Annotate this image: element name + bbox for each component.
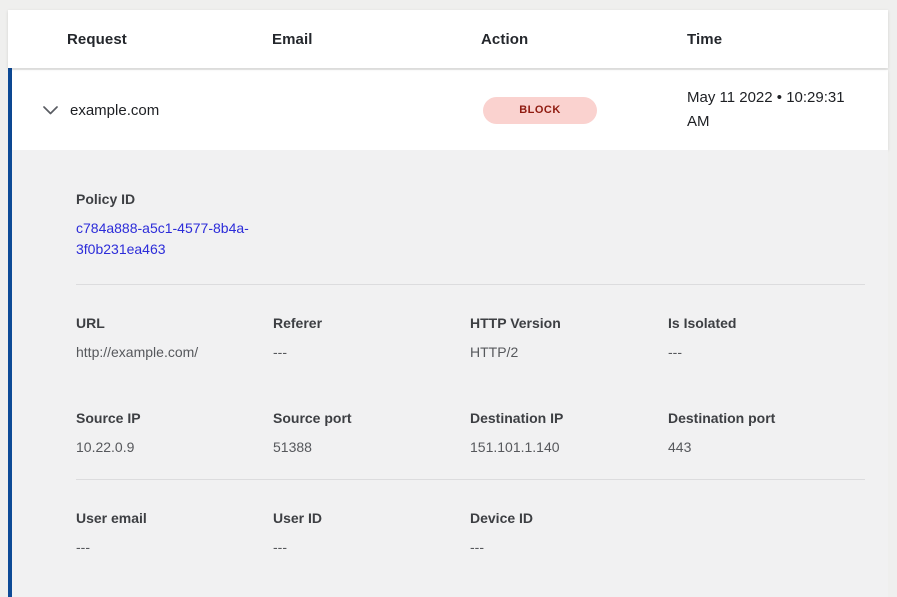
field-value: --- [470,539,484,555]
field-url: URL http://example.com/ [76,313,273,362]
column-header-action: Action [481,30,529,48]
column-header-time: Time [687,30,723,48]
field-label: Destination IP [470,410,564,426]
field-referer: Referer --- [273,313,470,362]
field-label: User ID [273,510,323,526]
field-label: User email [76,510,147,526]
column-header-email: Email [272,30,313,48]
field-value: --- [668,344,682,360]
field-destination-port: Destination port 443 [668,408,865,457]
time-cell: May 11 2022 • 10:29:31 AM [687,89,845,130]
field-device-id: Device ID --- [470,508,668,557]
row-details-panel: Policy ID c784a888-a5c1-4577-8b4a-3f0b23… [12,150,888,597]
field-label: Referer [273,315,323,331]
field-value: http://example.com/ [76,344,199,360]
chevron-down-icon[interactable] [42,102,58,118]
user-fields-section: User email --- User ID --- Device ID --- [76,480,865,597]
field-value: 10.22.0.9 [76,439,135,455]
policy-id-section: Policy ID c784a888-a5c1-4577-8b4a-3f0b23… [76,150,865,285]
field-source-port: Source port 51388 [273,408,470,457]
expanded-row-group: example.com BLOCK May 11 2022 • 10:29:31… [8,68,888,597]
field-value: --- [273,344,287,360]
field-value: --- [273,539,287,555]
field-destination-ip: Destination IP 151.101.1.140 [470,408,668,457]
field-label: Is Isolated [668,315,737,331]
field-label: Source IP [76,410,141,426]
field-value: 443 [668,439,692,455]
field-label: HTTP Version [470,315,561,331]
field-label: Destination port [668,410,776,426]
field-user-id: User ID --- [273,508,470,557]
field-label: URL [76,315,105,331]
request-fields-section: URL http://example.com/ Referer --- HTTP… [76,285,865,480]
field-source-ip: Source IP 10.22.0.9 [76,408,273,457]
table-header-row: Request Email Action Time [8,10,888,68]
field-is-isolated: Is Isolated --- [668,313,865,362]
request-cell: example.com [70,101,160,119]
field-value: HTTP/2 [470,344,519,360]
field-http-version: HTTP Version HTTP/2 [470,313,668,362]
field-value: 51388 [273,439,312,455]
block-action-badge: BLOCK [483,96,597,124]
logs-table: Request Email Action Time example.com BL… [8,10,888,597]
table-row[interactable]: example.com BLOCK May 11 2022 • 10:29:31… [12,70,888,150]
policy-id-link[interactable]: c784a888-a5c1-4577-8b4a-3f0b231ea463 [76,220,249,257]
field-label: Device ID [470,510,534,526]
field-value: 151.101.1.140 [470,439,560,455]
policy-id-label: Policy ID [76,191,136,207]
field-user-email: User email --- [76,508,273,557]
field-label: Source port [273,410,352,426]
gateway-logs-page: Request Email Action Time example.com BL… [8,10,888,597]
action-cell: BLOCK [483,96,687,124]
field-value: --- [76,539,90,555]
column-header-request: Request [67,30,127,48]
